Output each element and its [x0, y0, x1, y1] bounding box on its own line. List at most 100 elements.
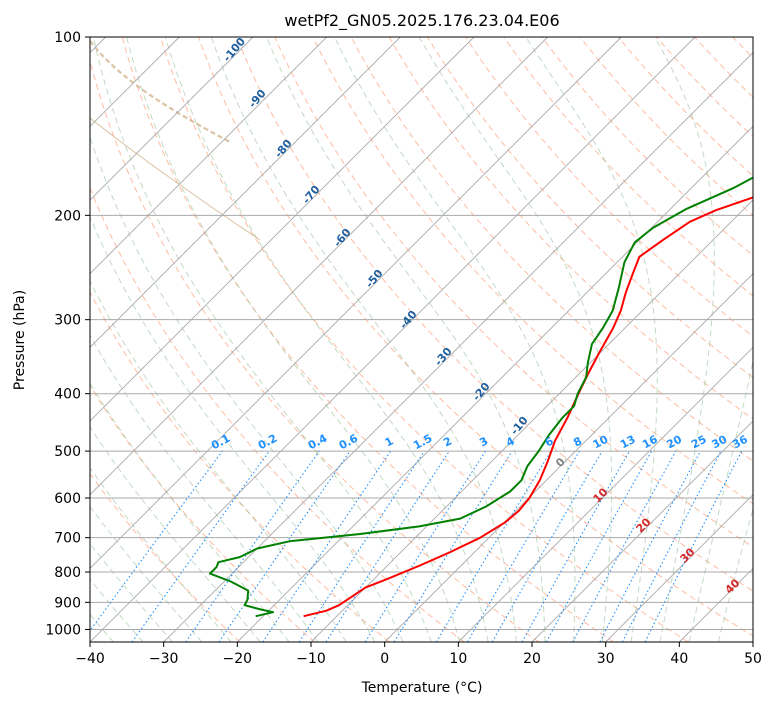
isotherm-line — [605, 494, 753, 642]
mixing-ratio-line — [185, 450, 320, 642]
isotherm-line — [90, 37, 622, 569]
x-tick-label: −10 — [296, 651, 326, 667]
temperature-profile-line — [303, 196, 753, 618]
adiabat-lines — [90, 37, 775, 642]
moist-adiabat-line — [418, 37, 613, 642]
y-tick-label: 800 — [54, 565, 81, 581]
isotherm-line — [752, 641, 753, 642]
y-tick-label: 300 — [54, 313, 81, 329]
mixing-ratio-label: 30 — [710, 433, 730, 452]
dry-adiabat-line — [90, 291, 390, 642]
moist-adiabat-line — [266, 37, 546, 642]
moist-adiabat-line — [334, 37, 576, 642]
y-tick-label: 600 — [54, 491, 81, 507]
mixing-ratio-line — [262, 450, 392, 642]
moist-adiabat-line — [90, 215, 376, 642]
isotherm-line — [531, 420, 753, 642]
mixing-ratio-line — [131, 450, 270, 642]
moist-adiabat-line — [164, 37, 489, 642]
mixing-ratio-label: 13 — [618, 433, 638, 452]
moist-adiabat-line — [90, 135, 404, 642]
dewpoint-profile-line — [208, 176, 753, 618]
mixing-ratio-label: 36 — [730, 433, 750, 452]
x-tick-label: 20 — [523, 651, 541, 667]
y-tick-label: 400 — [54, 387, 81, 403]
moist-adiabat-line — [717, 506, 753, 642]
x-tick-label: −20 — [223, 651, 253, 667]
mixing-ratio-line — [393, 450, 513, 642]
dry-adiabat-line — [121, 37, 614, 642]
dry-adiabat-line — [426, 37, 753, 379]
x-tick-label: 40 — [670, 651, 688, 667]
mixing-ratio-label: 25 — [689, 433, 709, 452]
isotherm-line — [90, 37, 327, 275]
mixing-ratio-label: 16 — [640, 433, 660, 452]
moist-adiabat-line — [90, 426, 261, 642]
dry-adiabat-line — [90, 384, 316, 642]
dry-adiabat-line — [90, 59, 540, 642]
moist-adiabat-line — [688, 358, 753, 642]
isotherm-line — [90, 37, 254, 201]
isotherm-line — [90, 37, 401, 348]
dry-adiabat-line — [236, 37, 753, 592]
profile-series — [208, 176, 753, 618]
dry-adiabat-line — [159, 37, 689, 642]
mixing-ratio-line — [325, 450, 450, 642]
mixing-ratio-line — [545, 450, 653, 642]
moist-adiabat-line — [90, 467, 232, 642]
mixing-ratio-label: 20 — [664, 433, 684, 452]
y-tick-label: 700 — [54, 531, 81, 547]
moist-adiabat-line — [90, 334, 319, 642]
isotherm-line — [90, 37, 475, 422]
x-tick-label: −40 — [75, 651, 105, 667]
x-tick-label: −30 — [149, 651, 179, 667]
x-tick-label: 0 — [380, 651, 389, 667]
mixing-ratio-line — [298, 450, 425, 642]
x-tick-label: 10 — [449, 651, 467, 667]
x-tick-label: 50 — [744, 651, 762, 667]
mixing-ratio-line — [218, 450, 351, 642]
dry-adiabat-line — [771, 37, 775, 642]
mixing-ratio-lines — [90, 450, 743, 642]
dry-adiabat-line — [274, 37, 753, 548]
isotherm-line — [310, 199, 753, 642]
y-tick-label: 500 — [54, 444, 81, 460]
moist-adiabat-line — [126, 37, 461, 642]
mixing-ratio-line — [572, 450, 677, 642]
dry-adiabat-line — [90, 186, 465, 642]
ozone-curve-line — [90, 117, 261, 241]
moist-adiabat-line — [90, 382, 290, 642]
dry-adiabat-line — [312, 37, 753, 505]
y-tick-label: 1000 — [45, 622, 81, 638]
ozone-curve-line — [90, 40, 231, 143]
y-axis-label: Pressure (hPa) — [12, 290, 28, 390]
dry-adiabat-line — [503, 37, 753, 297]
y-tick-label: 100 — [54, 30, 81, 46]
grid-lines — [90, 37, 753, 642]
y-tick-label: 900 — [54, 595, 81, 611]
isotherm-line — [90, 37, 696, 642]
mixing-ratio-line — [90, 450, 223, 632]
plot-frame — [89, 36, 754, 643]
moist-adiabat-line — [90, 542, 173, 642]
isotherm-line — [237, 125, 753, 642]
isotherm-line — [458, 346, 753, 642]
mixing-ratio-label: 10 — [591, 433, 611, 452]
axis-ticks: −40 −30 −20 −10 0 10 20 30 40 50 100 200 300 400 500 60… — [45, 30, 762, 667]
chart-title: wetPf2_GN05.2025.176.23.04.E06 — [284, 11, 559, 31]
x-tick-label: 30 — [597, 651, 615, 667]
dry-adiabat-line — [465, 37, 753, 338]
moist-adiabat-line — [90, 505, 203, 642]
moist-adiabat-line — [92, 37, 432, 642]
isotherm-line — [163, 52, 753, 642]
x-axis-label: Temperature (°C) — [361, 680, 483, 696]
mixing-ratio-line — [644, 450, 743, 642]
moist-adiabat-line — [90, 578, 144, 642]
moist-adiabat-line — [525, 37, 658, 642]
dry-adiabat-line — [388, 37, 753, 420]
dry-adiabat-line — [90, 472, 241, 642]
moist-adiabat-line — [210, 37, 517, 642]
y-tick-label: 200 — [54, 208, 81, 224]
dry-adiabat-line — [350, 37, 753, 462]
